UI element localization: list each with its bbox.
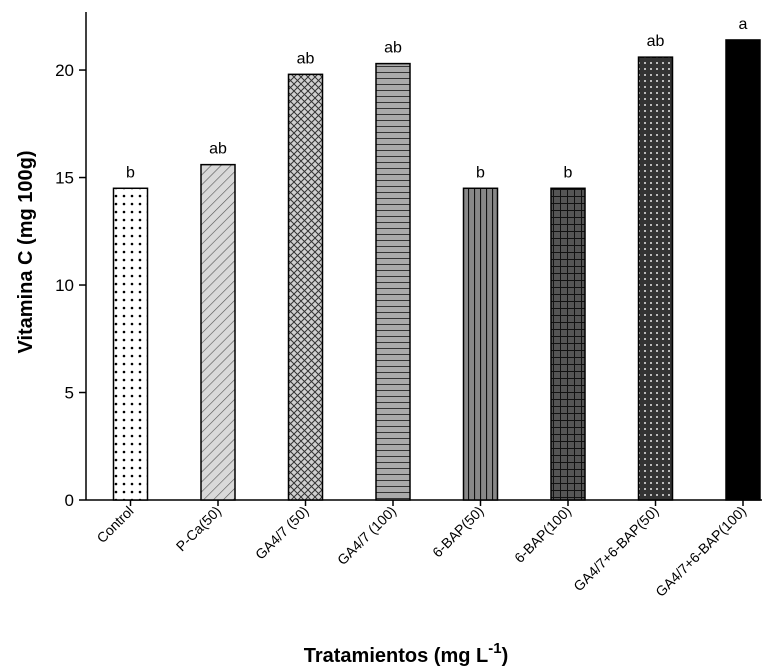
category-labels: Control P-Ca(50) GA4/7 (50) GA4/7 (100) 6-BA…	[93, 503, 749, 600]
significance-letter: ab	[384, 40, 402, 57]
bar	[112, 187, 149, 501]
bar	[637, 56, 674, 501]
y-axis-title: Vitamina C (mg 100g)	[15, 150, 37, 353]
significance-letter: b	[476, 164, 485, 181]
y-tick-label: 5	[65, 384, 74, 403]
bars	[112, 39, 761, 501]
category-label: GA4/7 (50)	[252, 503, 312, 563]
bar	[725, 39, 761, 501]
significance-letter: b	[564, 164, 573, 181]
significance-labels: b ab ab ab b b ab a	[126, 16, 748, 181]
x-axis-title-superscript: -1	[488, 640, 501, 657]
category-label: Control	[93, 503, 136, 546]
significance-letter: ab	[297, 50, 315, 67]
y-tick-label: 10	[55, 276, 74, 295]
bar	[462, 187, 499, 501]
y-tick-label: 15	[55, 169, 74, 188]
x-axis	[86, 499, 762, 506]
bar	[550, 187, 586, 501]
bar	[287, 73, 324, 501]
x-axis-title-suffix: )	[502, 645, 509, 667]
category-label: GA4/7+6-BAP(50)	[570, 503, 661, 594]
category-label: GA4/7+6-BAP(100)	[652, 503, 749, 600]
y-axis: 0 5 10 15 20	[55, 12, 87, 510]
category-label: P-Ca(50)	[173, 503, 224, 554]
bar	[200, 163, 236, 501]
significance-letter: a	[739, 16, 748, 33]
category-label: 6-BAP(100)	[511, 503, 574, 566]
y-tick-label: 0	[65, 491, 74, 510]
significance-letter: ab	[209, 141, 227, 158]
category-label: GA4/7 (100)	[334, 503, 399, 568]
x-axis-title: Tratamientos (mg L-1)	[304, 640, 509, 667]
category-label: 6-BAP(50)	[429, 503, 487, 561]
significance-letter: ab	[647, 33, 665, 50]
x-axis-title-main: Tratamientos (mg L	[304, 645, 488, 667]
bar	[375, 62, 411, 501]
y-tick-label: 20	[55, 61, 74, 80]
significance-letter: b	[126, 164, 135, 181]
